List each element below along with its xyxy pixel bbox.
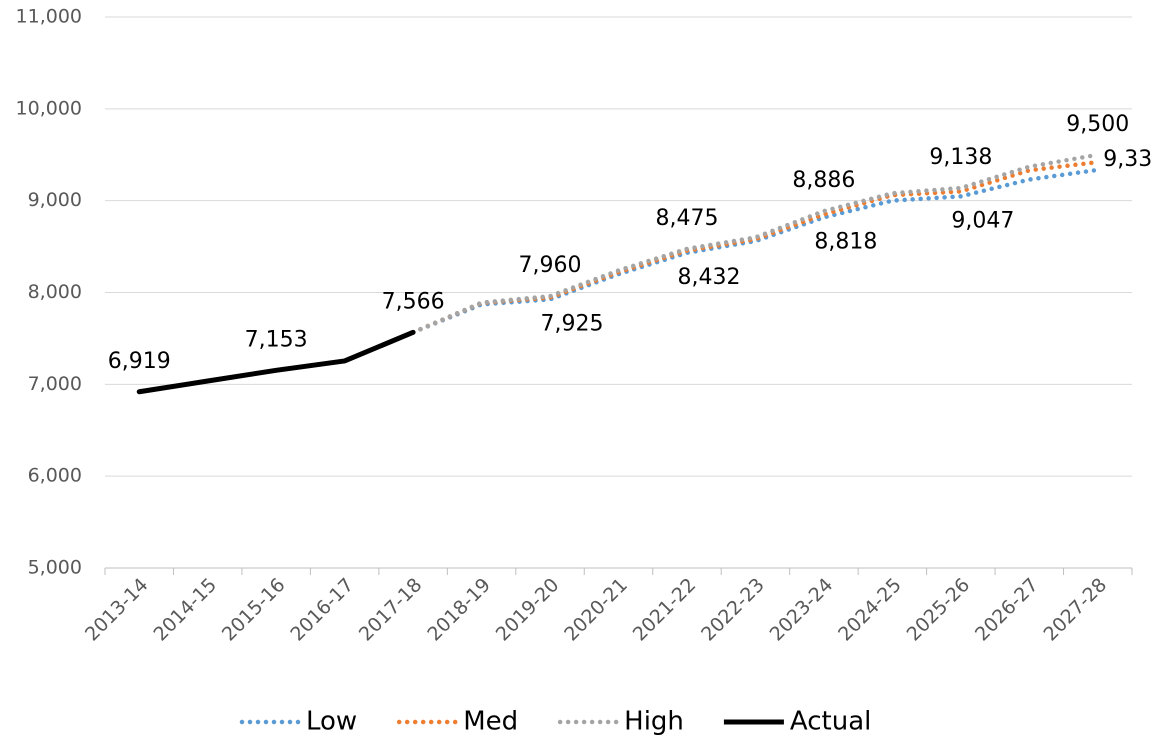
data-label: 9,500 xyxy=(1066,112,1129,137)
data-label: 6,919 xyxy=(108,349,171,374)
y-tick-label: 11,000 xyxy=(16,6,82,28)
y-tick-label: 7,000 xyxy=(28,373,82,395)
data-label: 7,925 xyxy=(541,311,604,336)
x-tick-label: 2021-22 xyxy=(629,574,701,646)
y-tick-label: 6,000 xyxy=(28,465,82,487)
x-tick-label: 2017-18 xyxy=(355,574,427,646)
legend-label: Low xyxy=(306,707,357,737)
y-tick-label: 10,000 xyxy=(16,97,82,119)
data-label: 8,475 xyxy=(655,206,718,231)
legend-label: Med xyxy=(463,707,518,737)
data-label: 9,138 xyxy=(929,145,992,170)
x-tick-label: 2013-14 xyxy=(81,574,153,646)
legend-label: High xyxy=(624,707,684,737)
y-tick-label: 8,000 xyxy=(28,281,82,303)
data-label: 7,566 xyxy=(382,289,445,314)
y-tick-label: 9,000 xyxy=(28,189,82,211)
data-label: 9,047 xyxy=(951,208,1014,233)
x-tick-label: 2020-21 xyxy=(560,574,632,646)
series-line xyxy=(410,159,1101,335)
series-line xyxy=(410,167,1101,335)
x-tick-label: 2019-20 xyxy=(492,574,564,646)
y-tick-label: 5,000 xyxy=(28,557,82,579)
x-tick-label: 2024-25 xyxy=(834,574,906,646)
x-tick-label: 2023-24 xyxy=(766,574,838,646)
legend-label: Actual xyxy=(790,707,871,737)
x-tick-label: 2026-27 xyxy=(971,574,1043,646)
series-line xyxy=(410,152,1101,335)
series-line xyxy=(136,329,416,395)
x-tick-label: 2016-17 xyxy=(286,574,358,646)
x-tick-label: 2014-15 xyxy=(149,574,221,646)
data-label: 7,153 xyxy=(245,327,308,352)
x-tick-label: 2025-26 xyxy=(903,574,975,646)
data-label: 8,432 xyxy=(677,265,740,290)
data-label: 8,886 xyxy=(792,168,855,193)
x-tick-label: 2022-23 xyxy=(697,574,769,646)
x-tick-label: 2018-19 xyxy=(423,574,495,646)
data-label: 7,960 xyxy=(519,253,582,278)
x-tick-label: 2015-16 xyxy=(218,574,290,646)
x-tick-label: 2027-28 xyxy=(1039,574,1111,646)
data-label: 8,818 xyxy=(814,229,877,254)
data-label: 9,335 xyxy=(1103,147,1153,172)
